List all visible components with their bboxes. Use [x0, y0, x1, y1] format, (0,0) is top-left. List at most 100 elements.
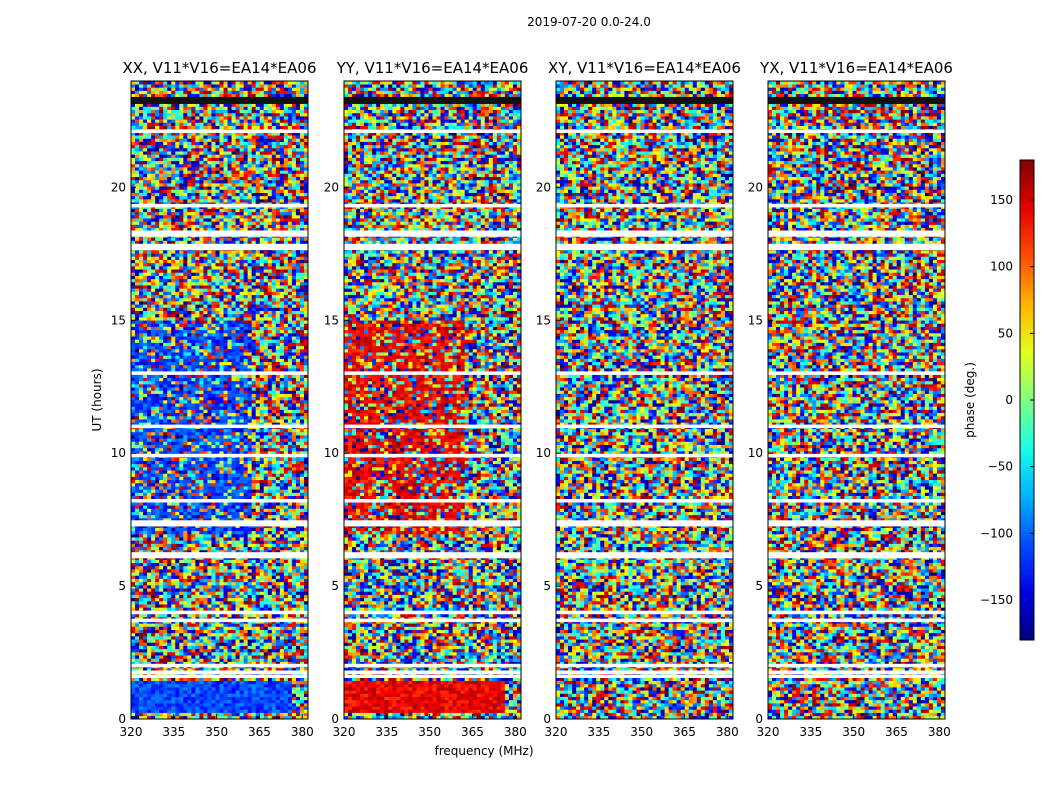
- cell: [163, 681, 167, 684]
- cell: [240, 636, 244, 639]
- cell: [272, 687, 276, 690]
- cell: [268, 646, 272, 649]
- cell: [175, 658, 179, 661]
- cell: [215, 706, 219, 709]
- cell: [199, 700, 203, 703]
- cell: [264, 642, 268, 645]
- cell: [220, 614, 224, 617]
- cell: [232, 642, 236, 645]
- cell: [135, 684, 139, 687]
- cell: [163, 658, 167, 661]
- cell: [300, 630, 304, 633]
- cell: [280, 655, 284, 658]
- cell: [151, 636, 155, 639]
- cell: [240, 709, 244, 712]
- cell: [203, 713, 207, 716]
- cell: [292, 687, 296, 690]
- cell: [171, 642, 175, 645]
- cell: [296, 700, 300, 703]
- cell: [248, 678, 252, 681]
- cell: [232, 652, 236, 655]
- cell: [280, 703, 284, 706]
- cell: [268, 636, 272, 639]
- cell: [139, 639, 143, 642]
- cell: [284, 652, 288, 655]
- cell: [292, 709, 296, 712]
- cell: [207, 709, 211, 712]
- cell: [147, 697, 151, 700]
- cell: [280, 626, 284, 629]
- cell: [179, 684, 183, 687]
- cell: [199, 652, 203, 655]
- cell: [163, 684, 167, 687]
- cell: [264, 639, 268, 642]
- cell: [179, 639, 183, 642]
- cell: [195, 636, 199, 639]
- cell: [236, 693, 240, 696]
- cell: [163, 709, 167, 712]
- cell: [191, 652, 195, 655]
- cell: [183, 623, 187, 626]
- cell: [171, 623, 175, 626]
- cell: [300, 697, 304, 700]
- cell: [135, 709, 139, 712]
- cell: [264, 706, 268, 709]
- cell: [159, 636, 163, 639]
- cell: [228, 697, 232, 700]
- cell: [199, 658, 203, 661]
- cell: [296, 697, 300, 700]
- cell: [252, 646, 256, 649]
- cell: [151, 697, 155, 700]
- cell: [256, 642, 260, 645]
- cell: [147, 658, 151, 661]
- cell: [272, 678, 276, 681]
- cell: [183, 646, 187, 649]
- cell: [179, 658, 183, 661]
- cell: [139, 706, 143, 709]
- cell: [211, 700, 215, 703]
- cell: [276, 687, 280, 690]
- cell: [240, 693, 244, 696]
- cell: [155, 626, 159, 629]
- cell: [163, 706, 167, 709]
- cell: [244, 658, 248, 661]
- cell: [183, 693, 187, 696]
- cell: [288, 703, 292, 706]
- cell: [248, 636, 252, 639]
- cell: [280, 690, 284, 693]
- cell: [296, 658, 300, 661]
- cell: [191, 626, 195, 629]
- cell: [143, 693, 147, 696]
- cell: [268, 655, 272, 658]
- cell: [203, 626, 207, 629]
- cell: [256, 652, 260, 655]
- cell: [171, 646, 175, 649]
- cell: [135, 649, 139, 652]
- cell: [232, 630, 236, 633]
- cell: [252, 693, 256, 696]
- cell: [252, 713, 256, 716]
- cell: [260, 703, 264, 706]
- cell: [195, 681, 199, 684]
- cell: [131, 709, 135, 712]
- cell: [195, 678, 199, 681]
- cell: [252, 709, 256, 712]
- cell: [139, 655, 143, 658]
- cell: [244, 713, 248, 716]
- cell: [296, 649, 300, 652]
- cell: [203, 630, 207, 633]
- cell: [183, 687, 187, 690]
- cell: [211, 652, 215, 655]
- cell: [280, 713, 284, 716]
- cell: [244, 697, 248, 700]
- cell: [296, 709, 300, 712]
- cell: [244, 684, 248, 687]
- cell: [288, 693, 292, 696]
- cell: [143, 626, 147, 629]
- cell: [276, 690, 280, 693]
- cell: [280, 681, 284, 684]
- cell: [296, 713, 300, 716]
- cell: [252, 649, 256, 652]
- cell: [135, 636, 139, 639]
- cell: [207, 693, 211, 696]
